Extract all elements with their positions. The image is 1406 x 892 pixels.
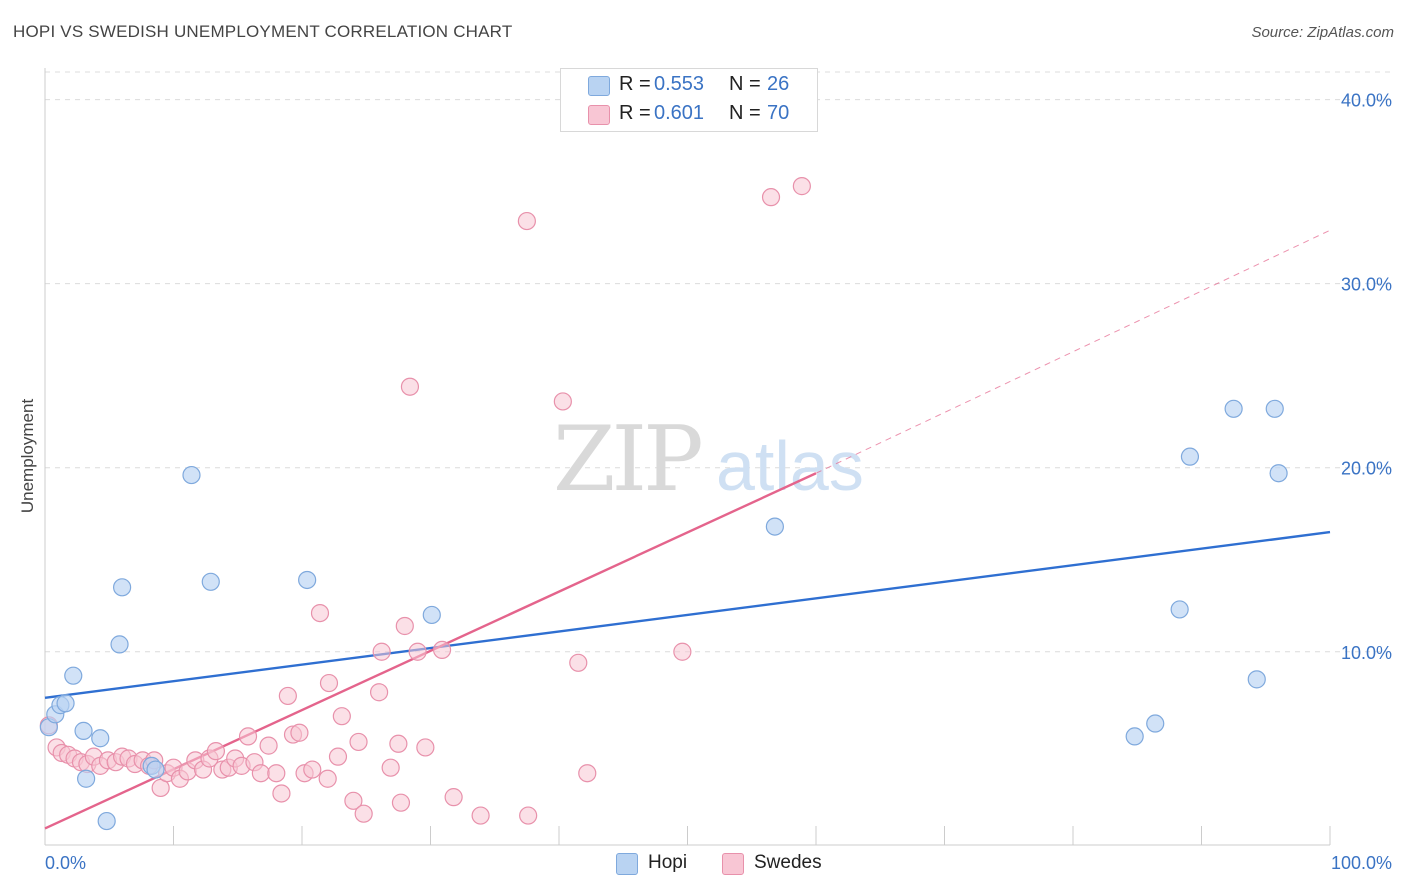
swedes-point [310, 603, 330, 623]
swedes-point [372, 642, 391, 661]
hopi-point [77, 769, 96, 788]
hopi-point [298, 570, 317, 590]
swedes-point [471, 806, 490, 825]
hopi-legend-swatch [616, 853, 638, 875]
hopi-point [182, 465, 201, 485]
swedes-point [391, 793, 411, 812]
hopi-point [1170, 600, 1189, 619]
swedes-point [792, 177, 811, 196]
swedes-point [578, 764, 597, 783]
hopi-point [1146, 714, 1165, 733]
swedes-point [395, 616, 414, 636]
hopi-point [422, 605, 441, 625]
hopi-point [765, 517, 784, 536]
hopi-point [112, 578, 132, 597]
legend-swedes-n-label: N = [729, 102, 761, 124]
swedes-point [290, 723, 309, 742]
hopi-point [74, 721, 93, 740]
hopi-point [146, 760, 165, 779]
hopi-regression-line [44, 530, 1331, 699]
swedes-point [517, 211, 536, 231]
legend-hopi-n-value: 26 [767, 73, 790, 95]
stats-legend: R = 0.553 N = 26 R = 0.601 N = 70 [560, 68, 818, 132]
hopi-point [1125, 727, 1144, 746]
y-tick-label: 20.0% [1341, 459, 1392, 479]
legend-swedes-r-value: 0.601 [654, 102, 705, 124]
legend-hopi-n-label: N = [729, 73, 761, 95]
swedes-point [344, 791, 363, 810]
swedes-point [238, 727, 258, 746]
swedes-swatch [588, 105, 610, 125]
y-tick-label: 10.0% [1341, 643, 1392, 663]
legend-swedes-n-value: 70 [767, 102, 790, 124]
swedes-point [553, 392, 572, 411]
hopi-point [56, 694, 75, 713]
swedes-legend-swatch [722, 853, 744, 875]
swedes-point [444, 788, 463, 807]
hopi-point [1180, 447, 1200, 466]
watermark-zip: ZIP [553, 407, 701, 512]
swedes-point [328, 747, 348, 766]
y-tick-label: 30.0% [1341, 275, 1392, 295]
hopi-point [91, 729, 110, 748]
swedes-point [432, 640, 452, 660]
swedes-point [318, 769, 337, 788]
hopi-point [1247, 670, 1266, 689]
tick-label-layer: 10.0% 20.0% 30.0% 40.0% 0.0% 100.0% [45, 91, 1392, 873]
hopi-point [110, 635, 129, 654]
chart-title: HOPI VS SWEDISH UNEMPLOYMENT CORRELATION… [13, 22, 513, 41]
swedes-point [354, 804, 373, 823]
swedes-point [267, 764, 286, 783]
swedes-point [416, 738, 435, 757]
swedes-point [400, 377, 420, 396]
hopi-point [201, 572, 220, 591]
swedes-point [259, 736, 278, 755]
hopi-swatch [588, 76, 610, 96]
swedes-point [332, 707, 351, 726]
swedes-point [319, 673, 339, 693]
y-axis-label: Unemployment [18, 399, 37, 514]
swedes-point [389, 734, 408, 753]
hopi-point [1269, 464, 1288, 483]
swedes-regression-extension [815, 229, 1331, 474]
swedes-point [519, 806, 538, 825]
swedes-point [569, 653, 588, 672]
points-layer [39, 177, 1288, 831]
swedes-point [673, 642, 692, 661]
source-label: Source: ZipAtlas.com [1251, 24, 1394, 41]
hopi-point [97, 811, 116, 831]
legend-hopi-r-label: R = [619, 73, 651, 95]
legend-swedes-r-label: R = [619, 102, 651, 124]
swedes-point [206, 742, 226, 761]
swedes-legend-label: Swedes [754, 852, 822, 873]
swedes-point [303, 760, 322, 779]
swedes-point [370, 683, 389, 702]
y-tick-label: 40.0% [1341, 91, 1392, 111]
watermark-atlas: atlas [716, 427, 864, 505]
hopi-point [1224, 399, 1243, 418]
swedes-point [381, 758, 400, 777]
x-tick-label: 0.0% [45, 853, 86, 873]
swedes-point [349, 732, 368, 752]
swedes-point [408, 642, 427, 661]
swedes-point [251, 764, 270, 783]
swedes-point [278, 686, 297, 706]
axis-layer [44, 68, 1331, 846]
grid-layer [45, 71, 1392, 653]
swedes-point [761, 188, 781, 207]
swedes-point [272, 784, 291, 803]
hopi-legend-label: Hopi [648, 852, 688, 873]
legend-hopi-r-value: 0.553 [654, 73, 705, 95]
x-tick-label: 100.0% [1331, 853, 1392, 873]
hopi-point [64, 666, 83, 685]
hopi-point [1265, 399, 1284, 418]
